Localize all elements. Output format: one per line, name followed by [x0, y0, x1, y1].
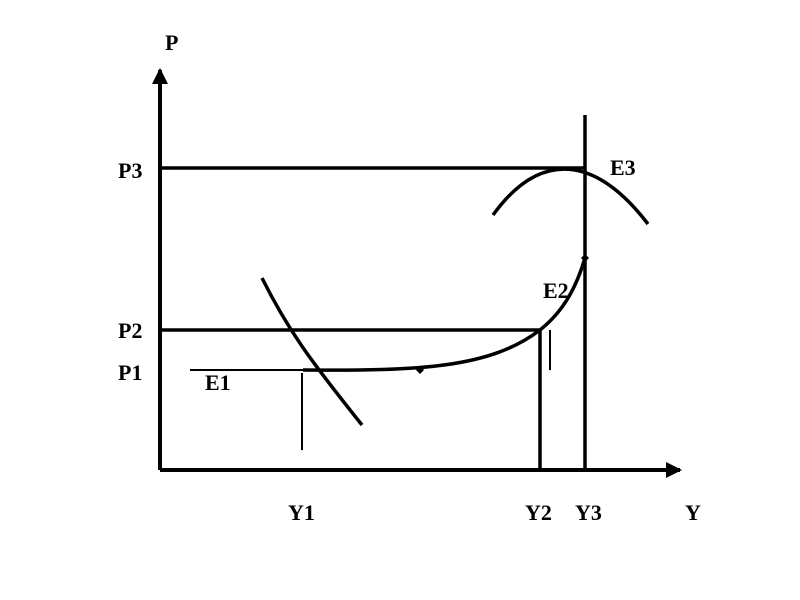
curve-AS1	[262, 278, 362, 425]
as-ad-diagram	[0, 0, 800, 600]
label-p3: P3	[118, 158, 142, 184]
curve-AS2	[303, 258, 585, 370]
label-e1: E1	[205, 370, 231, 396]
label-y2: Y2	[525, 500, 552, 526]
label-e3: E3	[610, 155, 636, 181]
label-p1: P1	[118, 360, 142, 386]
label-p2: P2	[118, 318, 142, 344]
y-axis-label: P	[165, 30, 178, 56]
label-y3: Y3	[575, 500, 602, 526]
label-e2: E2	[543, 278, 569, 304]
label-y1: Y1	[288, 500, 315, 526]
x-axis-label: Y	[685, 500, 701, 526]
